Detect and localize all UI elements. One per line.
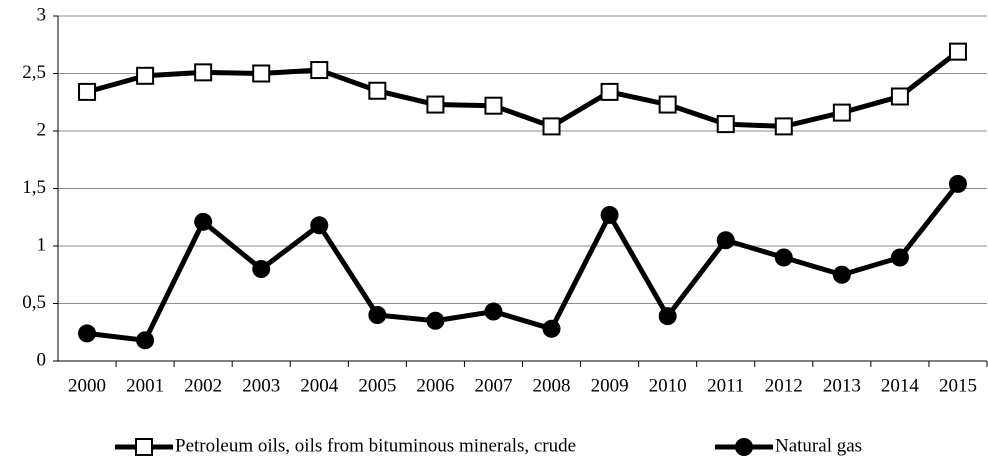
x-tick-label: 2002 bbox=[184, 375, 222, 396]
x-tick-label: 2012 bbox=[765, 375, 803, 396]
data-point bbox=[136, 66, 155, 85]
data-point bbox=[368, 306, 387, 324]
data-point bbox=[890, 248, 909, 267]
data-point bbox=[716, 115, 735, 134]
legend-marker bbox=[735, 438, 753, 456]
x-tick-label: 2001 bbox=[126, 375, 164, 396]
data-point bbox=[78, 82, 97, 101]
data-point bbox=[658, 307, 677, 326]
x-tick-label: 2013 bbox=[823, 375, 861, 396]
x-tick-label: 2014 bbox=[881, 375, 920, 396]
data-point bbox=[600, 205, 619, 224]
x-tick-label: 2008 bbox=[533, 375, 571, 396]
legend-label: Petroleum oils, oils from bituminous min… bbox=[175, 435, 576, 456]
x-tick-label: 2007 bbox=[474, 375, 512, 396]
data-point bbox=[252, 64, 271, 83]
data-point bbox=[774, 117, 793, 136]
y-tick-label: 2 bbox=[37, 119, 47, 140]
legend-marker bbox=[135, 438, 153, 456]
x-tick-label: 2004 bbox=[300, 375, 339, 396]
data-point bbox=[194, 212, 213, 231]
data-point bbox=[542, 319, 561, 338]
data-point bbox=[426, 311, 445, 330]
data-point bbox=[716, 231, 735, 250]
x-tick-label: 2011 bbox=[707, 375, 744, 396]
data-point bbox=[194, 63, 213, 82]
x-tick-label: 2006 bbox=[416, 375, 454, 396]
x-tick-label: 2015 bbox=[939, 375, 977, 396]
x-tick-label: 2010 bbox=[649, 375, 687, 396]
y-tick-label: 1 bbox=[37, 234, 47, 255]
data-point bbox=[252, 260, 271, 278]
y-tick-label: 3 bbox=[37, 4, 47, 25]
data-point bbox=[948, 42, 967, 61]
x-tick-label: 2000 bbox=[68, 375, 106, 396]
data-point bbox=[368, 81, 387, 100]
y-tick-label: 1,5 bbox=[22, 177, 46, 198]
data-point bbox=[484, 302, 503, 321]
x-tick-label: 2003 bbox=[242, 375, 280, 396]
data-point bbox=[600, 82, 619, 101]
data-point bbox=[426, 95, 445, 114]
legend-label: Natural gas bbox=[775, 435, 862, 456]
y-tick-label: 0 bbox=[37, 349, 47, 370]
x-tick-label: 2005 bbox=[358, 375, 396, 396]
data-point bbox=[948, 174, 967, 193]
data-point bbox=[542, 117, 561, 136]
y-tick-label: 2,5 bbox=[22, 62, 46, 83]
series-line bbox=[86, 49, 960, 129]
data-point bbox=[136, 331, 155, 350]
series-line bbox=[86, 182, 960, 343]
data-point bbox=[310, 61, 329, 80]
data-point bbox=[832, 265, 851, 284]
y-tick-label: 0,5 bbox=[22, 292, 46, 313]
data-point bbox=[484, 96, 503, 115]
data-point bbox=[832, 103, 851, 122]
data-point bbox=[78, 324, 97, 343]
x-tick-label: 2009 bbox=[591, 375, 629, 396]
data-point bbox=[310, 216, 329, 235]
data-point bbox=[890, 87, 909, 106]
data-point bbox=[774, 248, 793, 267]
data-point bbox=[658, 95, 677, 114]
